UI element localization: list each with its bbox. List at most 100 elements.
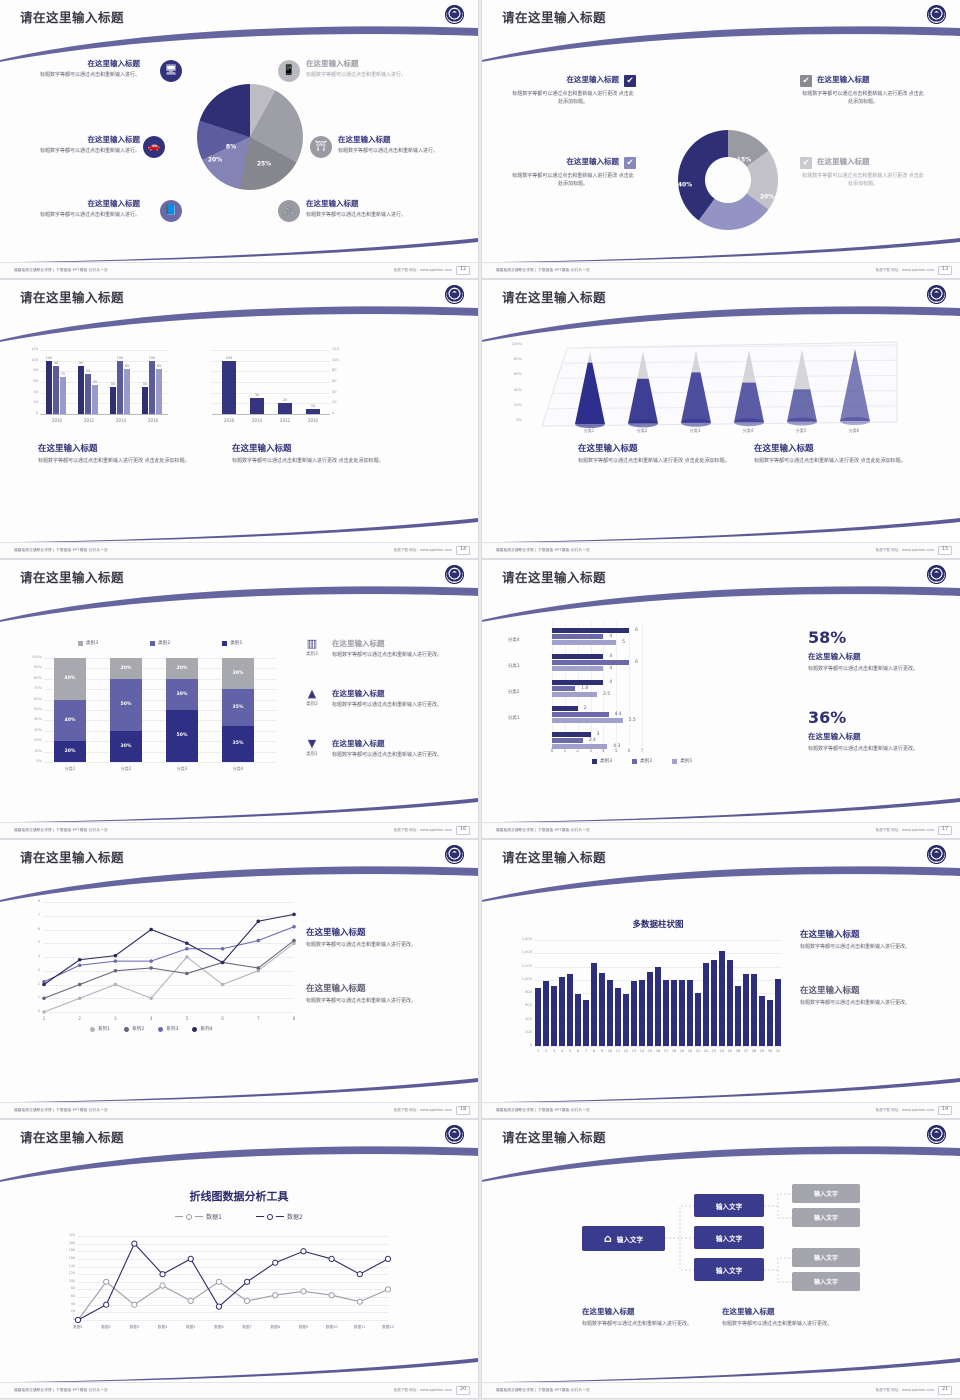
page-number: 15	[938, 546, 952, 555]
footer-right-text: 免费下载 网址：www.pptdian.com	[875, 268, 935, 272]
diagram-level2-node[interactable]: 输入文字	[694, 1226, 764, 1249]
y-tick: 80	[332, 368, 337, 373]
x-tick: 3	[114, 1016, 117, 1021]
y-tick: 120	[332, 347, 339, 351]
y-tick: 800	[525, 990, 532, 994]
bar-value-label: 90	[53, 361, 59, 365]
slide-3[interactable]: 请在这里输入标题 福建船政交通职业学院 | 下载链接-PPT模板-幻灯片一页 免…	[0, 280, 478, 558]
bar	[631, 981, 637, 1046]
bar-value-label: 4	[609, 666, 613, 671]
slide-1[interactable]: 请在这里输入标题 福建船政交通职业学院 | 下载链接-PPT模板-幻灯片一页 免…	[0, 0, 478, 278]
cone-bottom-segment	[681, 372, 711, 423]
y-tick: 20%	[34, 738, 42, 743]
page-title: 请在这里输入标题	[502, 10, 607, 25]
slide-4[interactable]: 请在这里输入标题 福建船政交通职业学院 | 下载链接-PPT模板-幻灯片一页 免…	[482, 280, 960, 558]
text-block-2: 在这里输入标题 标题数字等都可以通过点击和重新输入进行更改 点击此处添加标题。	[754, 444, 906, 464]
x-tick: 9	[600, 1049, 604, 1053]
pie-slice-label: 25%	[256, 160, 272, 168]
slide-footer: 福建船政交通职业学院 | 下载链接-PPT模板-幻灯片一页 免费下载 网址：ww…	[482, 542, 960, 558]
footer-left-text: 福建船政交通职业学院 | 下载链接-PPT模板-幻灯片一页	[496, 268, 590, 272]
slide-2[interactable]: 请在这里输入标题 福建船政交通职业学院 | 下载链接-PPT模板-幻灯片一页 免…	[482, 0, 960, 278]
footer-swoosh	[0, 232, 478, 262]
school-logo-icon	[445, 285, 464, 304]
bar	[543, 981, 549, 1046]
x-tick: 23	[711, 1049, 717, 1053]
x-tick: 数据8	[270, 1325, 280, 1329]
cone-top-segment	[587, 352, 593, 363]
diagram-level2-node[interactable]: 输入文字	[694, 1258, 764, 1281]
legend-item: 系列4	[192, 1026, 213, 1032]
school-logo-icon	[927, 845, 946, 864]
bike-icon: 🚲	[278, 200, 300, 222]
y-tick: 40%	[34, 717, 42, 722]
legend: 类别3 类别2 类别1	[78, 640, 242, 646]
footer-left-text: 福建船政交通职业学院 | 下载链接-PPT模板-幻灯片一页	[496, 828, 590, 832]
diagram-level3-node[interactable]: 输入文字	[792, 1272, 860, 1291]
text-block: 在这里输入标题 标题数字等都可以通过点击和重新输入进行更改。	[800, 986, 911, 1006]
footer-right-text: 免费下载 网址：www.pptdian.com	[393, 548, 453, 552]
callout-5: 在这里输入标题 标题数字等都可以通过点击和重新输入进行。	[338, 135, 439, 154]
x-tick: 2016	[223, 418, 235, 423]
x-tick: 30	[767, 1049, 773, 1053]
x-tick: 12	[623, 1049, 629, 1053]
tower-icon: ⛩	[310, 136, 332, 158]
diagram-level2-node[interactable]: 输入文字	[694, 1194, 764, 1217]
checkbox-icon[interactable]: ✔	[624, 157, 636, 169]
donut-slice-label: 15%	[736, 156, 752, 164]
footer-swoosh	[482, 512, 960, 542]
footer-swoosh	[482, 792, 960, 822]
bar-value-label: 100	[45, 355, 53, 360]
bar-value-label: 4.4	[614, 712, 622, 717]
school-logo-icon	[927, 1125, 946, 1144]
checkbox-icon[interactable]: ✔	[800, 157, 812, 169]
school-logo-icon	[927, 285, 946, 304]
x-tick: 分类6	[848, 428, 860, 433]
x-tick: 2010	[51, 418, 63, 423]
x-tick: 5	[568, 1049, 572, 1053]
slide-8[interactable]: 请在这里输入标题 福建船政交通职业学院 | 下载链接-PPT模板-幻灯片一页 免…	[482, 840, 960, 1118]
y-tick: 0	[37, 1009, 40, 1013]
slide-10[interactable]: 请在这里输入标题 福建船政交通职业学院 | 下载链接-PPT模板-幻灯片一页 免…	[482, 1120, 960, 1398]
y-tick: 20	[332, 400, 337, 405]
y-tick: 0	[72, 1317, 75, 1321]
x-tick: 3	[589, 748, 592, 753]
callout-4: 在这里输入标题 标题数字等都可以通过点击和重新输入进行。	[306, 59, 407, 78]
bar-value-label: 6	[635, 628, 638, 633]
bar	[711, 959, 717, 1046]
slide-9[interactable]: 请在这里输入标题 福建船政交通职业学院 | 下载链接-PPT模板-幻灯片一页 免…	[0, 1120, 478, 1398]
x-tick: 15	[647, 1049, 653, 1053]
x-tick: 数据7	[242, 1325, 252, 1329]
x-tick: 10	[607, 1049, 613, 1053]
x-tick: 分类1	[583, 428, 595, 433]
page-number: 17	[938, 826, 952, 835]
diagram-level3-node[interactable]: 输入文字	[792, 1248, 860, 1267]
diagram-root-node[interactable]: ⌂ 输入文字	[582, 1226, 665, 1251]
bar	[623, 993, 629, 1046]
slide-5[interactable]: 请在这里输入标题 福建船政交通职业学院 | 下载链接-PPT模板-幻灯片一页 免…	[0, 560, 478, 838]
checkbox-icon[interactable]: ✔	[624, 75, 636, 87]
footer-right-text: 免费下载 网址：www.pptdian.com	[393, 828, 453, 832]
y-tick: 50%	[34, 707, 42, 711]
slide-6[interactable]: 请在这里输入标题 福建船政交通职业学院 | 下载链接-PPT模板-幻灯片一页 免…	[482, 560, 960, 838]
diagram-level3-node[interactable]: 输入文字	[792, 1184, 860, 1203]
x-tick: 4	[149, 1016, 153, 1021]
slide-7[interactable]: 请在这里输入标题 福建船政交通职业学院 | 下载链接-PPT模板-幻灯片一页 免…	[0, 840, 478, 1118]
x-tick: 7	[584, 1049, 588, 1053]
slide-footer: 福建船政交通职业学院 | 下载链接-PPT模板-幻灯片一页 免费下载 网址：ww…	[0, 1102, 478, 1118]
y-tick: 10%	[34, 748, 42, 753]
x-tick: 2016	[147, 418, 159, 423]
y-tick: 0%	[516, 418, 522, 422]
y-tick: 140	[68, 1263, 75, 1268]
text-block: 在这里输入标题 标题数字等都可以通过点击和重新输入进行更改。	[306, 984, 417, 1004]
x-tick: 数据12	[382, 1325, 394, 1329]
diagram-level3-node[interactable]: 输入文字	[792, 1208, 860, 1227]
stacked-bar: 30% 35% 35%	[222, 658, 254, 762]
bar	[663, 979, 669, 1046]
page-number: 16	[456, 826, 470, 835]
stacked-bar: 20% 30% 50%	[166, 658, 198, 762]
header-swoosh	[482, 1146, 960, 1182]
checkbox-icon[interactable]: ✔	[800, 75, 812, 87]
x-tick: 19	[679, 1049, 685, 1053]
text-block: 在这里输入标题 标题数字等都可以通过点击和重新输入进行更改。	[800, 930, 911, 950]
text-block: 在这里输入标题 标题数字等都可以通过点击和重新输入进行更改。	[722, 1307, 833, 1327]
